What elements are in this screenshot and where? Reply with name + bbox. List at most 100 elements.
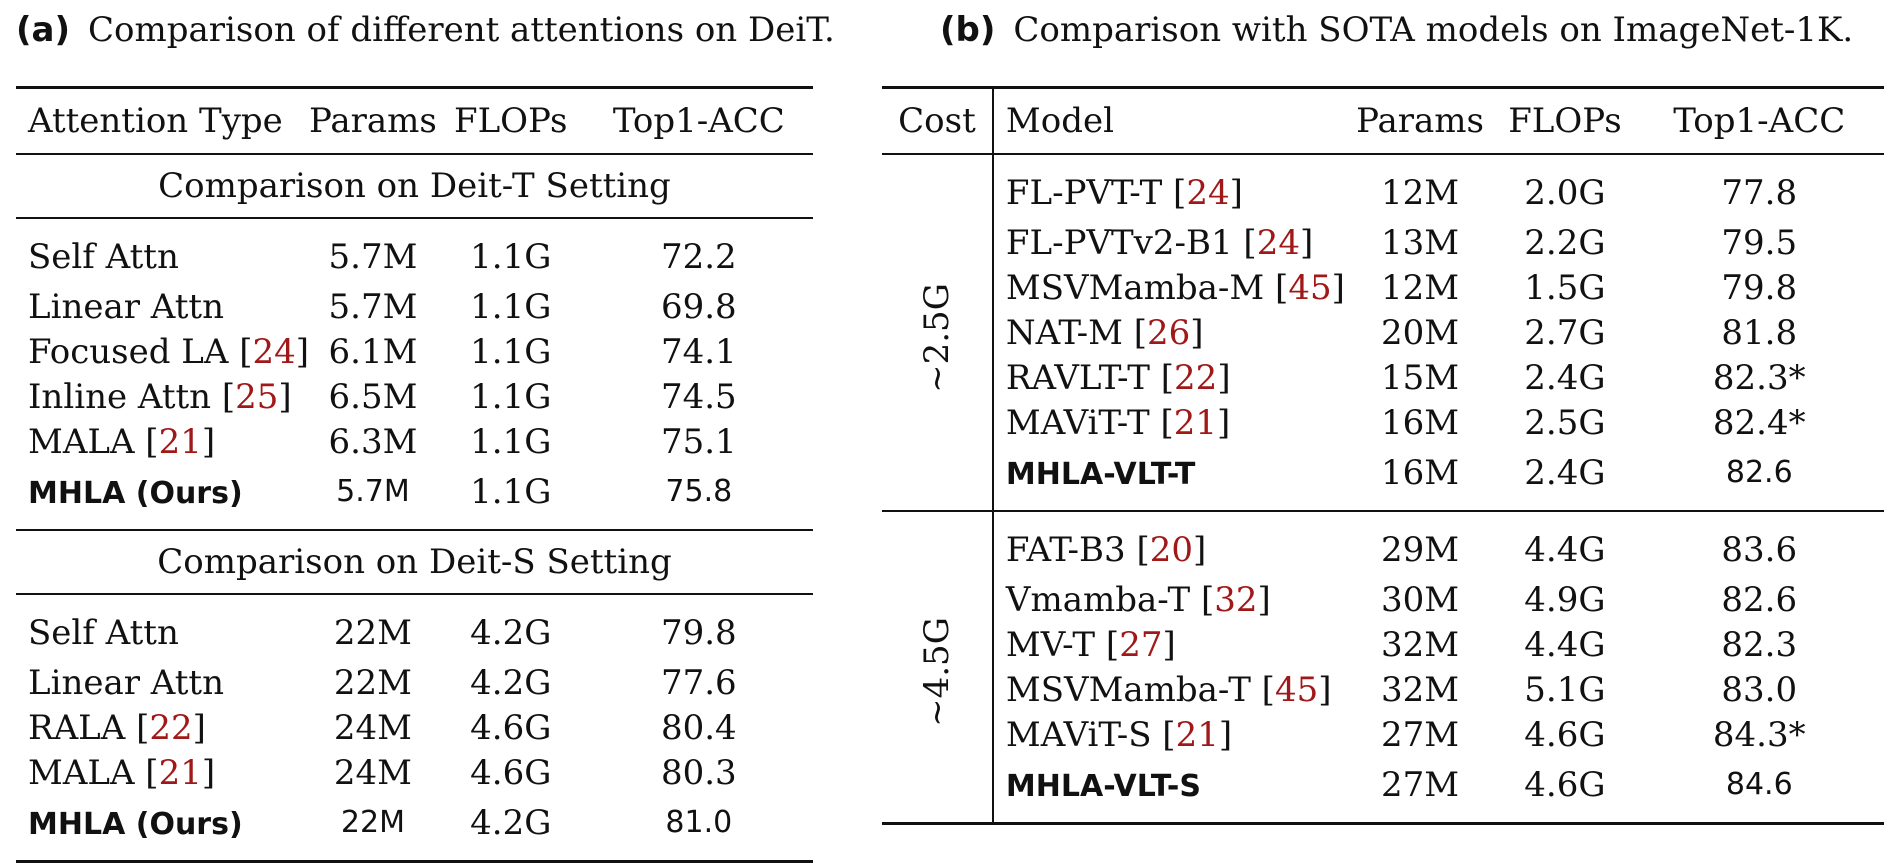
model-name-cell: MHLA (Ours): [16, 795, 309, 862]
citation-bracket: ]: [1162, 624, 1176, 665]
caption-a: (a) Comparison of different attentions on…: [16, 10, 835, 50]
table-row: MHLA-VLT-S 27M 4.6G 84.6: [882, 757, 1884, 824]
acc-cell: 79.8: [660, 612, 737, 653]
model-name-cell: MAViT-T [21]: [991, 400, 1345, 445]
citation-link[interactable]: 21: [158, 752, 202, 793]
model-name-cell: Vmamba-T [32]: [991, 577, 1345, 622]
model-name: MALA [: [28, 421, 159, 462]
citation-link[interactable]: 20: [1149, 529, 1193, 570]
acc-cell: 75.8: [665, 473, 733, 509]
flops-cell: 4.2G: [470, 612, 552, 653]
citation-link[interactable]: 22: [1174, 357, 1218, 398]
citation-link[interactable]: 26: [1147, 312, 1191, 353]
model-name: MHLA-VLT-T: [1005, 456, 1196, 492]
params-cell: 16M: [1381, 452, 1460, 493]
col-header: Cost: [898, 101, 976, 141]
acc-cell: 74.1: [660, 331, 737, 372]
params-cell: 13M: [1381, 222, 1460, 263]
table-row: MALA [21] 6.3M 1.1G 75.1: [16, 419, 813, 464]
table-row: Focused LA [24] 6.1M 1.1G 74.1: [16, 329, 813, 374]
model-name: MHLA-VLT-S: [1005, 768, 1201, 804]
citation-link[interactable]: 24: [252, 331, 296, 372]
model-name-cell: MALA [21]: [16, 750, 309, 795]
col-header: FLOPs: [454, 101, 568, 141]
model-name-cell: Self Attn: [16, 218, 309, 284]
table-row: Self Attn 22M 4.2G 79.8: [16, 594, 813, 660]
model-name-cell: Focused LA [24]: [16, 329, 309, 374]
params-cell: 27M: [1381, 764, 1460, 805]
flops-cell: 4.4G: [1524, 624, 1606, 665]
model-name-cell: MHLA-VLT-S: [991, 757, 1345, 824]
acc-cell: 69.8: [660, 286, 737, 327]
citation-link[interactable]: 22: [149, 707, 193, 748]
flops-cell: 1.5G: [1524, 267, 1606, 308]
acc-cell: 72.2: [660, 236, 737, 277]
citation-bracket: ]: [1318, 669, 1332, 710]
table-row: MSVMamba-T [45] 32M 5.1G 83.0: [882, 667, 1884, 712]
table-row: Vmamba-T [32] 30M 4.9G 82.6: [882, 577, 1884, 622]
caption-a-text: Comparison of different attentions on De…: [88, 10, 835, 50]
citation-link[interactable]: 21: [158, 421, 202, 462]
model-name-cell: FL-PVT-T [24]: [991, 154, 1345, 220]
citation-link[interactable]: 45: [1274, 669, 1319, 710]
citation-link[interactable]: 24: [1256, 222, 1300, 263]
acc-cell: 84.6: [1725, 766, 1793, 802]
table-row: MAViT-S [21] 27M 4.6G 84.3*: [882, 712, 1884, 757]
col-header: FLOPs: [1508, 101, 1622, 141]
table-row: MHLA (Ours) 22M 4.2G 81.0: [16, 795, 813, 862]
citation-bracket: ]: [1299, 222, 1314, 263]
table-row: MALA [21] 24M 4.6G 80.3: [16, 750, 813, 795]
table-b-header: Cost Model Params FLOPs Top1-ACC: [882, 87, 1884, 154]
citation-link[interactable]: 45: [1288, 267, 1332, 308]
model-name: Focused LA [: [28, 331, 253, 372]
model-name: RALA [: [28, 707, 150, 748]
citation-link[interactable]: 24: [1186, 172, 1230, 213]
cost-group-label: ~4.5G: [882, 511, 993, 824]
model-name-cell: Linear Attn: [16, 660, 309, 705]
citation-link[interactable]: 27: [1119, 624, 1163, 665]
model-name: Linear Attn: [28, 286, 224, 327]
flops-cell: 4.6G: [1524, 714, 1606, 755]
params-cell: 22M: [333, 612, 412, 653]
acc-cell: 77.6: [660, 662, 737, 703]
model-name: Linear Attn: [28, 662, 224, 703]
params-cell: 24M: [333, 752, 412, 793]
col-header: Model: [991, 87, 1345, 154]
model-name: MHLA (Ours): [28, 475, 243, 511]
model-name: MV-T [: [1005, 624, 1120, 665]
citation-link[interactable]: 32: [1214, 579, 1258, 620]
params-cell: 5.7M: [328, 236, 418, 277]
model-name: Vmamba-T [: [1005, 579, 1215, 620]
model-name-cell: FAT-B3 [20]: [991, 511, 1345, 577]
params-cell: 29M: [1381, 529, 1460, 570]
model-name: FL-PVT-T [: [1005, 172, 1187, 213]
table-row: MAViT-T [21] 16M 2.5G 82.4*: [882, 400, 1884, 445]
model-name-cell: FL-PVTv2-B1 [24]: [991, 220, 1345, 265]
table-row: FL-PVTv2-B1 [24] 13M 2.2G 79.5: [882, 220, 1884, 265]
params-cell: 22M: [340, 804, 405, 840]
flops-cell: 2.0G: [1524, 172, 1606, 213]
model-name-cell: Linear Attn: [16, 284, 309, 329]
caption-b-text: Comparison with SOTA models on ImageNet-…: [1013, 10, 1854, 50]
flops-cell: 2.7G: [1524, 312, 1606, 353]
acc-cell: 82.6: [1721, 579, 1798, 620]
model-name: MSVMamba-M [: [1005, 267, 1289, 308]
citation-link[interactable]: 21: [1175, 714, 1219, 755]
col-header: Top1-ACC: [612, 101, 785, 141]
flops-cell: 4.2G: [470, 662, 552, 703]
table-row: ~4.5G FAT-B3 [20] 29M 4.4G 83.6: [882, 511, 1884, 727]
flops-cell: 2.5G: [1524, 402, 1606, 443]
params-cell: 32M: [1381, 669, 1460, 710]
citation-bracket: ]: [1218, 714, 1233, 755]
model-name-cell: MSVMamba-M [45]: [991, 265, 1345, 310]
acc-cell: 82.4*: [1712, 402, 1806, 443]
params-cell: 12M: [1381, 267, 1460, 308]
acc-cell: 81.0: [665, 804, 733, 840]
citation-link[interactable]: 25: [235, 376, 279, 417]
model-name-cell: MHLA-VLT-T: [991, 445, 1345, 511]
citation-link[interactable]: 21: [1173, 402, 1217, 443]
flops-cell: 1.1G: [470, 421, 552, 462]
table-row: MV-T [27] 32M 4.4G 82.3: [882, 622, 1884, 667]
flops-cell: 1.1G: [470, 236, 552, 277]
params-cell: 6.3M: [328, 421, 418, 462]
